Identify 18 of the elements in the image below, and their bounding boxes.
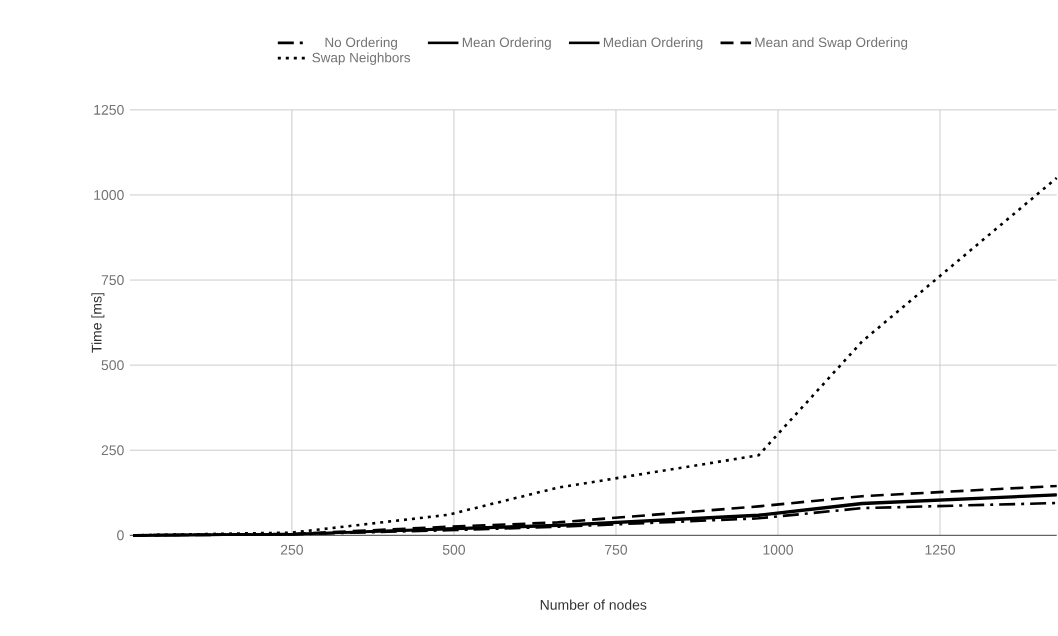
y-tick-label: 0 [117, 530, 124, 541]
y-tick-label: 1000 [94, 189, 124, 200]
x-tick-label: 1250 [925, 544, 956, 555]
x-tick-label: 250 [280, 544, 303, 555]
y-tick-label: 500 [101, 360, 124, 370]
x-tick-label: 500 [442, 544, 466, 555]
x-axis-title: Number of nodes [540, 599, 647, 610]
legend-label: Median Ordering [603, 37, 703, 50]
legend-label: No Ordering [325, 37, 397, 50]
legend-label: Mean and Swap Ordering [755, 37, 908, 50]
legend-label: Mean Ordering [462, 37, 551, 50]
x-tick-label: 750 [605, 544, 628, 555]
y-tick-label: 250 [101, 445, 124, 456]
legend-label: Swap Neighbors [312, 52, 411, 65]
y-tick-label: 1250 [94, 104, 124, 115]
y-axis-title: Time [ms] [91, 293, 105, 353]
x-tick-label: 1000 [763, 544, 793, 555]
y-tick-label: 750 [101, 275, 124, 285]
